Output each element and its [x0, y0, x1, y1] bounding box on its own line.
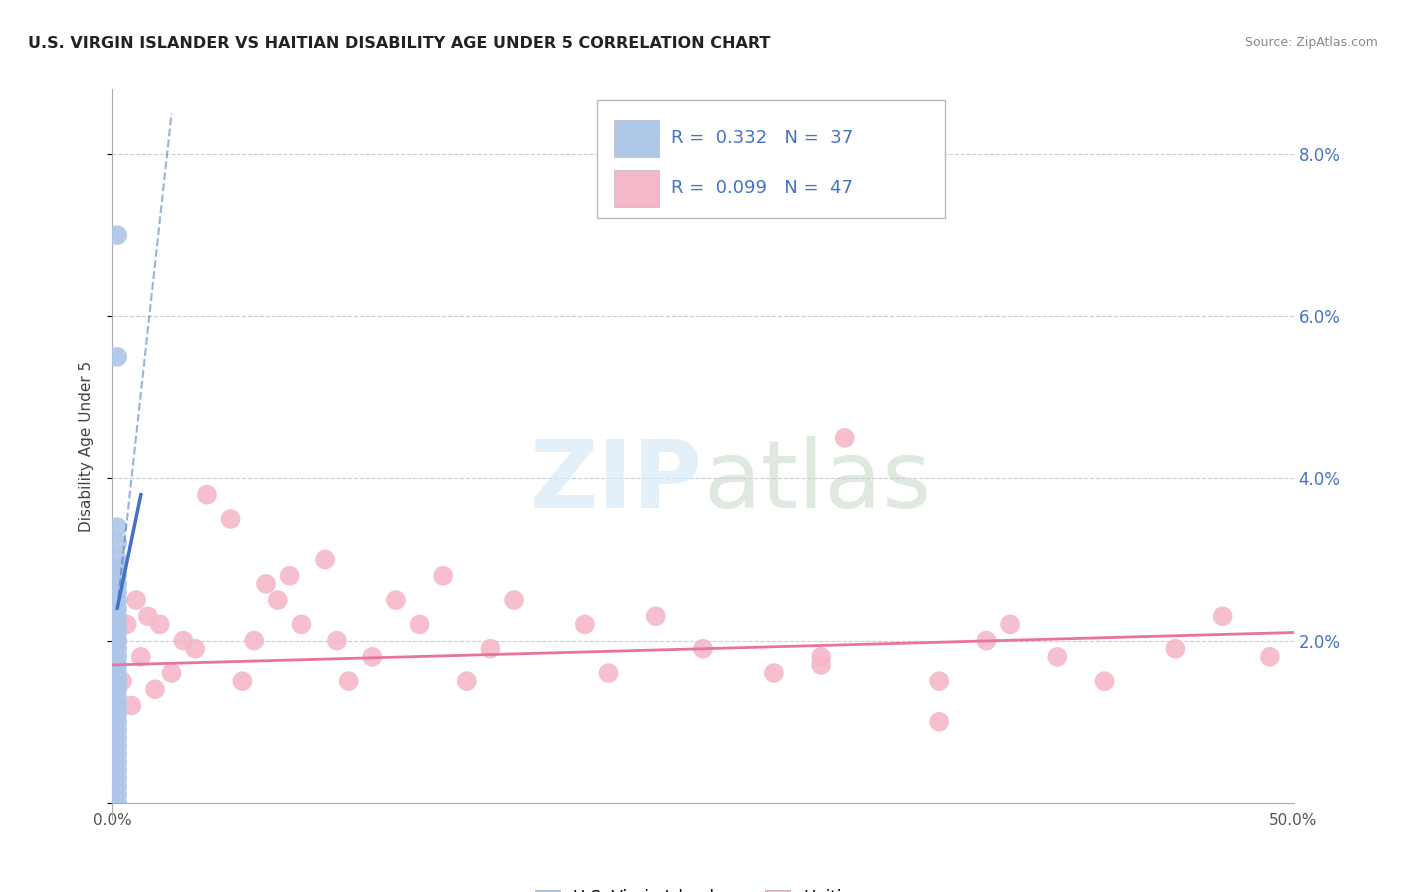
Point	[762, 666, 785, 681]
Point	[105, 585, 128, 599]
Point	[267, 593, 290, 607]
Point	[976, 633, 998, 648]
Point	[598, 666, 620, 681]
Point	[129, 649, 152, 664]
Point	[928, 714, 950, 729]
Point	[105, 641, 128, 656]
Point	[125, 593, 148, 607]
Point	[243, 633, 266, 648]
Point	[105, 350, 128, 364]
Text: ZIP: ZIP	[530, 435, 703, 528]
Point	[998, 617, 1021, 632]
Point	[105, 228, 128, 243]
Point	[692, 641, 714, 656]
Text: R =  0.332   N =  37: R = 0.332 N = 37	[671, 128, 853, 146]
Point	[149, 617, 172, 632]
Point	[115, 617, 138, 632]
Point	[408, 617, 430, 632]
Text: U.S. VIRGIN ISLANDER VS HAITIAN DISABILITY AGE UNDER 5 CORRELATION CHART: U.S. VIRGIN ISLANDER VS HAITIAN DISABILI…	[28, 36, 770, 51]
Point	[1212, 609, 1234, 624]
Point	[120, 698, 142, 713]
Point	[503, 593, 526, 607]
Point	[810, 649, 832, 664]
Point	[314, 552, 336, 566]
Point	[105, 706, 128, 721]
Point	[105, 731, 128, 745]
Point	[810, 657, 832, 672]
Point	[195, 488, 218, 502]
Point	[105, 609, 128, 624]
Point	[105, 723, 128, 737]
Point	[105, 739, 128, 753]
Point	[105, 674, 128, 689]
Point	[456, 674, 478, 689]
Point	[834, 431, 856, 445]
Point	[105, 747, 128, 761]
Point	[254, 577, 277, 591]
Legend: U.S. Virgin Islanders, Haitians: U.S. Virgin Islanders, Haitians	[529, 882, 877, 892]
Point	[105, 536, 128, 550]
Point	[136, 609, 159, 624]
Point	[105, 764, 128, 778]
Point	[105, 601, 128, 615]
Point	[105, 560, 128, 574]
Text: Source: ZipAtlas.com: Source: ZipAtlas.com	[1244, 36, 1378, 49]
Point	[105, 756, 128, 770]
Point	[644, 609, 666, 624]
Point	[172, 633, 194, 648]
Text: R =  0.099   N =  47: R = 0.099 N = 47	[671, 178, 853, 196]
Point	[105, 633, 128, 648]
Point	[105, 682, 128, 697]
Point	[105, 625, 128, 640]
Point	[278, 568, 301, 582]
Point	[1258, 649, 1281, 664]
Point	[105, 520, 128, 534]
FancyBboxPatch shape	[596, 100, 945, 218]
Point	[928, 674, 950, 689]
Point	[1046, 649, 1069, 664]
Point	[105, 633, 128, 648]
Point	[1164, 641, 1187, 656]
Point	[105, 593, 128, 607]
Point	[105, 698, 128, 713]
Point	[105, 690, 128, 705]
Point	[111, 674, 134, 689]
Point	[337, 674, 360, 689]
Point	[219, 512, 242, 526]
Point	[105, 714, 128, 729]
Point	[184, 641, 207, 656]
Point	[105, 568, 128, 582]
Point	[105, 788, 128, 802]
Point	[105, 772, 128, 786]
Point	[105, 617, 128, 632]
Point	[231, 674, 253, 689]
Point	[105, 796, 128, 810]
Point	[326, 633, 349, 648]
Point	[105, 577, 128, 591]
Point	[1094, 674, 1116, 689]
Point	[361, 649, 384, 664]
Point	[160, 666, 183, 681]
Point	[105, 666, 128, 681]
Point	[105, 780, 128, 794]
Point	[574, 617, 596, 632]
Point	[385, 593, 408, 607]
Text: atlas: atlas	[703, 435, 931, 528]
FancyBboxPatch shape	[614, 169, 659, 207]
Point	[290, 617, 312, 632]
Point	[105, 657, 128, 672]
Point	[105, 552, 128, 566]
Point	[432, 568, 454, 582]
Point	[105, 649, 128, 664]
FancyBboxPatch shape	[614, 120, 659, 157]
Point	[479, 641, 502, 656]
Y-axis label: Disability Age Under 5: Disability Age Under 5	[79, 360, 94, 532]
Point	[143, 682, 166, 697]
